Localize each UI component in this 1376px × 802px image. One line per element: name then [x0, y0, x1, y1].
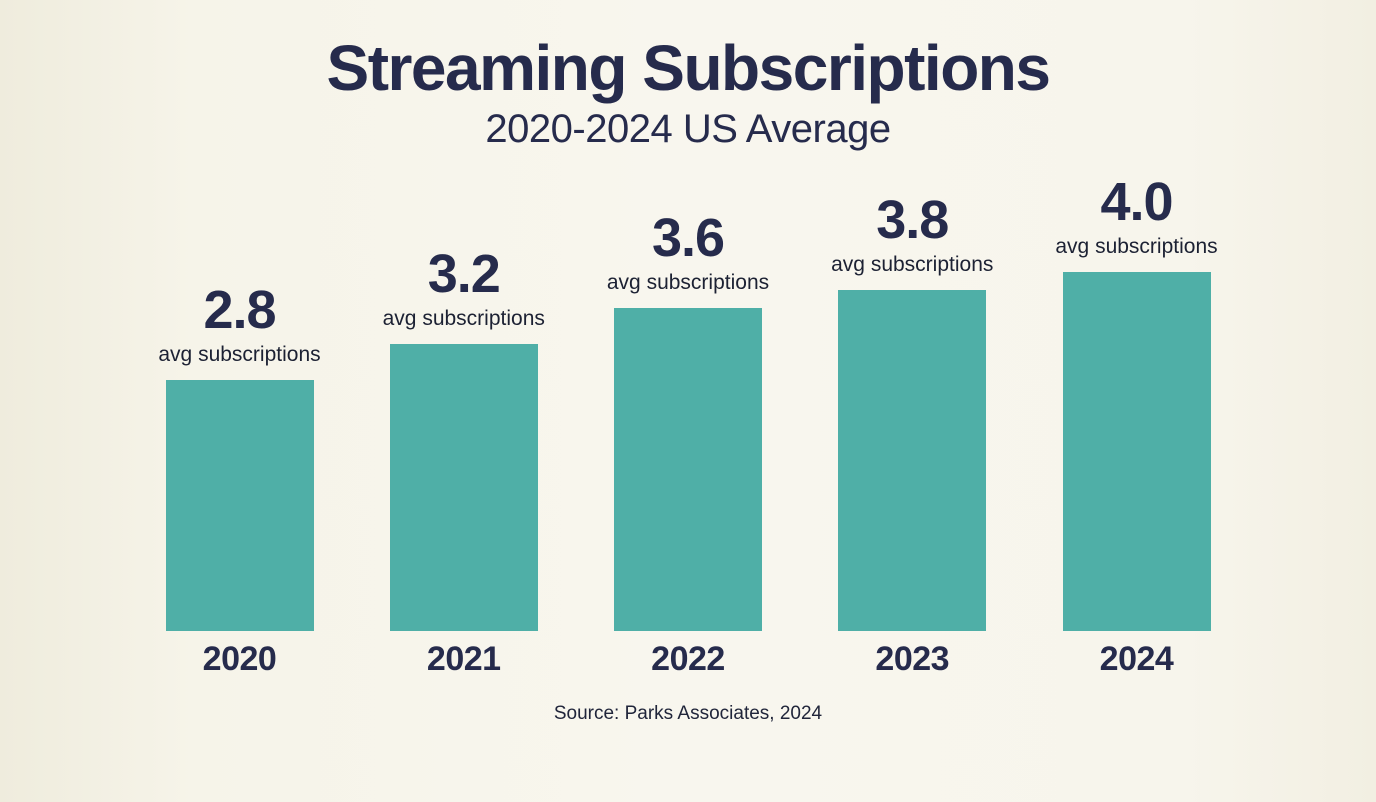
- bar-group: 3.8 avg subscriptions 2023: [831, 193, 993, 676]
- source-attribution: Source: Parks Associates, 2024: [553, 703, 823, 725]
- x-axis-label: 2021: [426, 640, 501, 679]
- bar: [614, 308, 762, 632]
- x-axis-label: 2020: [202, 640, 277, 679]
- bar: [838, 290, 987, 632]
- bar-group: 2.8 avg subscriptions 2020: [158, 283, 320, 676]
- chart-header: Streaming Subscriptions 2020-2024 US Ave…: [0, 32, 1376, 152]
- bar-value-sublabel: avg subscriptions: [382, 306, 545, 330]
- bar-value-label: 3.2: [427, 243, 501, 304]
- bar-value-label: 4.0: [1100, 171, 1173, 232]
- bar-value-sublabel: avg subscriptions: [831, 252, 994, 276]
- bar: [389, 344, 538, 632]
- page-subtitle: 2020-2024 US Average: [485, 107, 891, 152]
- bar: [165, 380, 314, 632]
- bar-group: 3.6 avg subscriptions 2022: [607, 211, 769, 676]
- bar-group: 3.2 avg subscriptions 2021: [383, 247, 545, 676]
- bar: [1062, 272, 1211, 632]
- x-axis-label: 2022: [651, 640, 725, 679]
- x-axis-label: 2023: [875, 640, 950, 679]
- x-axis-label: 2024: [1099, 640, 1174, 679]
- bar-value-sublabel: avg subscriptions: [1055, 234, 1218, 258]
- bar-group: 4.0 avg subscriptions 2024: [1055, 175, 1217, 676]
- bar-value-sublabel: avg subscriptions: [606, 270, 770, 294]
- bar-value-label: 2.8: [203, 279, 276, 340]
- page-title: Streaming Subscriptions: [326, 32, 1051, 104]
- bar-value-label: 3.8: [876, 189, 949, 250]
- bar-value-label: 3.6: [651, 207, 725, 268]
- bar-chart: 2.8 avg subscriptions 2020 3.2 avg subsc…: [158, 151, 1217, 676]
- bar-value-sublabel: avg subscriptions: [158, 342, 321, 366]
